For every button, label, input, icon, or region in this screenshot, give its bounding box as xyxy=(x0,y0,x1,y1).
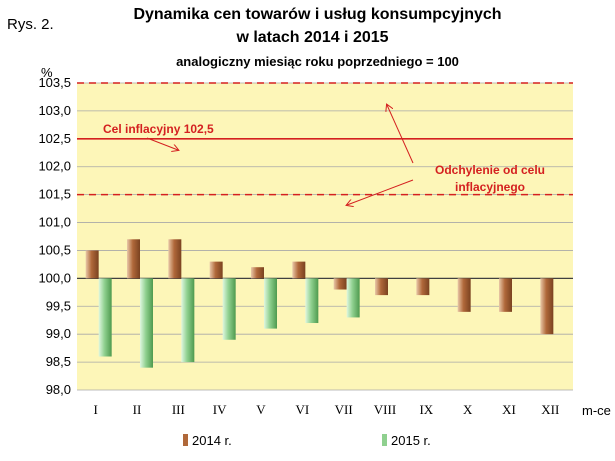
plot-area xyxy=(77,83,573,390)
bar-2015-II xyxy=(140,278,153,368)
x-tick-label: II xyxy=(133,402,142,417)
chart-subtitle: analogiczny miesiąc roku poprzedniego = … xyxy=(176,54,459,69)
legend-label-2015: 2015 r. xyxy=(391,433,431,448)
arrow-deviation-lower xyxy=(347,179,414,205)
bar-2015-V xyxy=(264,278,277,329)
chart-title-line2: w latach 2014 i 2015 xyxy=(236,29,389,46)
x-tick-label: IV xyxy=(213,402,227,417)
y-tick-label: 103,0 xyxy=(38,103,71,118)
bar-2015-III xyxy=(181,278,195,363)
bar-2014-X xyxy=(457,278,471,312)
legend-label-2014: 2014 r. xyxy=(192,433,232,448)
legend-swatch-2014 xyxy=(183,434,188,446)
target-annotation: Cel inflacyjny 102,5 xyxy=(103,122,214,136)
x-tick-label: X xyxy=(463,402,473,417)
y-tick-label: 101,5 xyxy=(38,187,71,202)
y-tick-labels: 98,0 98,5 99,0 99,5 100,0 100,5 101,0 101,5 102,… xyxy=(38,75,71,397)
deviation-annotation-line1: Odchylenie od celu xyxy=(435,163,545,177)
y-tick-label: 99,5 xyxy=(46,298,71,313)
figure-label: Rys. 2. xyxy=(7,16,54,33)
bar-2014-I xyxy=(85,250,99,279)
bar-2014-XI xyxy=(499,278,512,312)
y-tick-label: 102,5 xyxy=(38,131,71,146)
x-tick-label: V xyxy=(256,402,266,417)
x-tick-label: VIII xyxy=(374,402,396,417)
bars xyxy=(85,239,554,368)
x-axis-label: m-ce xyxy=(582,403,611,418)
x-tick-labels: I II III IV V VI VII VIII IX X XI XII xyxy=(93,402,559,417)
y-tick-label: 98,5 xyxy=(46,354,71,369)
bar-2015-IV xyxy=(222,278,236,340)
x-tick-label: XI xyxy=(502,402,516,417)
bar-2014-IV xyxy=(209,261,223,279)
y-tick-label: 100,5 xyxy=(38,242,71,257)
bar-2015-VII xyxy=(346,278,360,318)
bar-2014-VII xyxy=(333,278,347,290)
y-tick-label: 102,0 xyxy=(38,159,71,174)
bar-2015-I xyxy=(98,278,112,357)
y-tick-label: 100,0 xyxy=(38,270,71,285)
y-tick-label: 101,0 xyxy=(38,215,71,230)
x-tick-label: VII xyxy=(335,402,353,417)
y-axis-label: % xyxy=(41,65,53,80)
reference-lines xyxy=(77,82,573,196)
arrow-deviation-upper xyxy=(387,105,414,164)
legend-swatch-2015 xyxy=(382,434,387,446)
bar-2014-III xyxy=(168,239,182,279)
bar-2014-XII xyxy=(540,278,554,335)
x-tick-label: III xyxy=(172,402,185,417)
deviation-annotation-line2: inflacyjnego xyxy=(455,180,525,194)
x-tick-label: IX xyxy=(419,402,433,417)
x-tick-label: I xyxy=(93,402,97,417)
y-tick-label: 98,0 xyxy=(46,382,71,397)
bar-2015-VI xyxy=(305,278,319,324)
bar-2014-VI xyxy=(292,261,306,279)
y-tick-label: 99,0 xyxy=(46,326,71,341)
bar-2014-IX xyxy=(416,278,430,296)
bar-2014-V xyxy=(251,267,264,279)
arrow-target xyxy=(146,137,178,150)
x-tick-label: VI xyxy=(295,402,309,417)
bar-2014-VIII xyxy=(375,278,388,296)
x-tick-label: XII xyxy=(541,402,559,417)
chart-title: Dynamika cen towarów i usług konsumpcyjn… xyxy=(133,6,502,23)
bar-2014-II xyxy=(127,239,140,279)
y-tick-label: 103,5 xyxy=(38,75,71,90)
